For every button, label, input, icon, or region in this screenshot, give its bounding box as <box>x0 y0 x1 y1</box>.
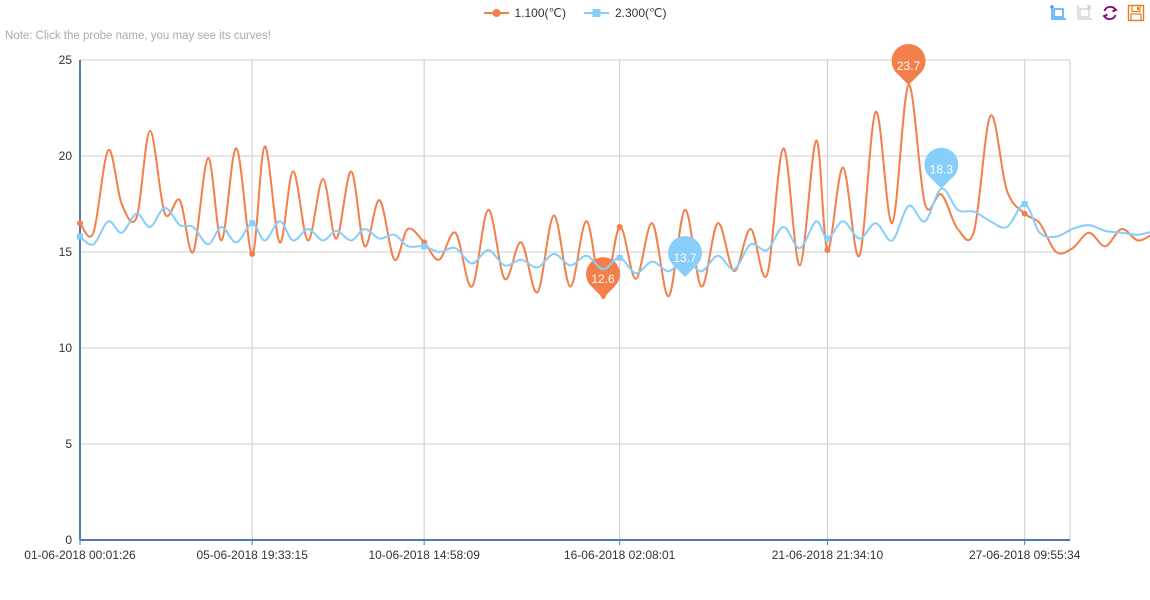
y-tick-label: 15 <box>59 245 73 259</box>
x-tick-label: 27-06-2018 09:55:34 <box>969 548 1081 562</box>
data-point[interactable] <box>616 224 623 231</box>
grid-lines <box>80 59 1071 540</box>
y-tick-label: 0 <box>65 533 72 547</box>
series-line-1 <box>79 83 1150 300</box>
legend-label-series-2: 2.300(℃) <box>615 6 667 20</box>
chart-note: Note: Click the probe name, you may see … <box>5 30 271 42</box>
y-tick-label: 10 <box>59 341 73 355</box>
legend-label-series-1: 1.100(℃) <box>514 6 567 20</box>
marker-pin[interactable]: 18.3 <box>924 147 959 189</box>
marker-pin-shape <box>586 257 621 299</box>
y-tick-label: 5 <box>65 437 72 451</box>
legend-item-series-1[interactable]: 1.100(℃) <box>483 6 567 20</box>
data-point[interactable] <box>1021 201 1028 207</box>
data-point[interactable] <box>77 220 83 227</box>
marker-label: 18.3 <box>930 163 954 177</box>
marker-pin-shape <box>891 43 926 85</box>
series-2 <box>77 187 1150 275</box>
save-image-icon[interactable] <box>1126 3 1146 23</box>
data-point[interactable] <box>77 233 83 240</box>
x-tick-label: 01-06-2018 00:01:26 <box>24 548 136 562</box>
marker-pin-shape <box>668 235 703 277</box>
legend-item-series-2[interactable]: 2.300(℃) <box>584 6 667 20</box>
x-tick-label: 16-06-2018 02:08:01 <box>564 548 676 562</box>
marker-pin[interactable]: 23.7 <box>891 43 926 85</box>
data-point[interactable] <box>1021 210 1028 217</box>
data-point[interactable] <box>824 235 831 242</box>
data-point[interactable] <box>616 254 623 261</box>
data-point[interactable] <box>824 247 831 254</box>
x-tick-label: 05-06-2018 19:33:15 <box>196 548 308 562</box>
marker-label: 23.7 <box>897 59 921 73</box>
data-point[interactable] <box>421 243 428 250</box>
marker-pin[interactable]: 13.7 <box>668 235 703 277</box>
x-tick-label: 21-06-2018 21:34:10 <box>772 548 884 562</box>
data-zoom-icon[interactable] <box>1048 3 1068 23</box>
x-tick-label: 10-06-2018 14:58:09 <box>368 548 480 562</box>
y-tick-label: 20 <box>59 149 73 163</box>
chart-legend: 1.100(℃) 2.300(℃) <box>0 2 1150 24</box>
marker-label: 13.7 <box>673 251 697 265</box>
legend-symbol-series-1 <box>483 9 509 17</box>
data-point[interactable] <box>249 220 256 227</box>
series-line-2 <box>79 187 1150 275</box>
legend-symbol-series-2 <box>584 9 609 17</box>
marker-label: 12.6 <box>591 272 615 286</box>
restore-icon[interactable] <box>1100 3 1120 23</box>
data-point[interactable] <box>249 250 256 257</box>
y-tick-label: 25 <box>59 53 73 67</box>
chart-toolbox <box>1048 3 1146 23</box>
zoom-reset-icon[interactable] <box>1074 3 1094 23</box>
marker-pin-shape <box>924 147 959 189</box>
marker-pin[interactable]: 12.6 <box>586 257 621 299</box>
